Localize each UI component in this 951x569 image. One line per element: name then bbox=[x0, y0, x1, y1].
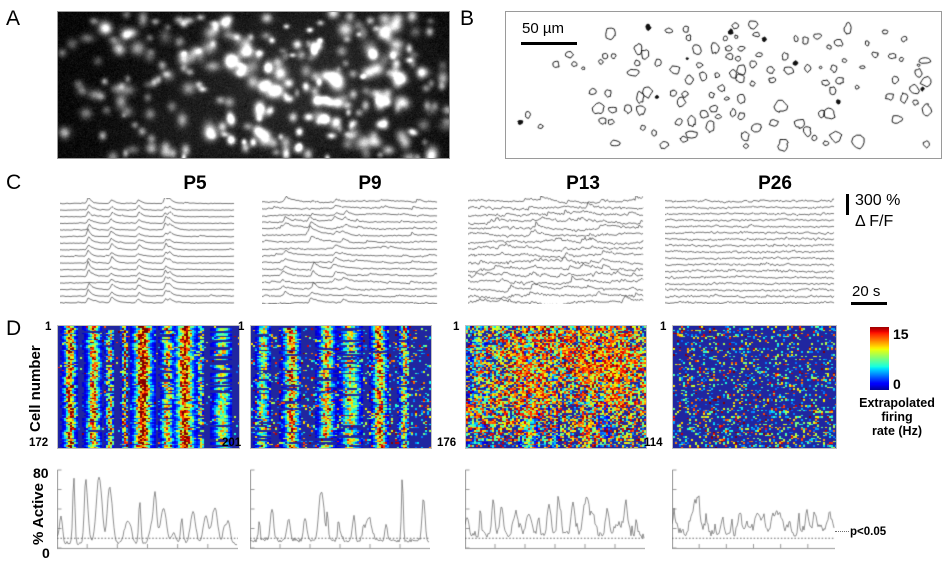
heatmap-p5 bbox=[57, 325, 240, 449]
cell-top-label-p13: 1 bbox=[453, 321, 460, 333]
panel-a-micrograph bbox=[57, 11, 450, 159]
percent-active-p9 bbox=[250, 466, 430, 558]
scalebar-label-50um: 50 µm bbox=[522, 20, 564, 37]
trace-block-p13 bbox=[468, 196, 644, 304]
threshold-line-extension bbox=[835, 531, 849, 532]
panel-letter-c: C bbox=[6, 171, 22, 194]
colorbar-max-label: 15 bbox=[893, 326, 909, 342]
colorbar-caption-line3: rate (Hz) bbox=[871, 424, 922, 438]
yaxis-min-0: 0 bbox=[42, 545, 50, 561]
panel-b-cell-map bbox=[505, 11, 942, 159]
percent-active-p13 bbox=[465, 466, 645, 558]
panel-letter-a: A bbox=[6, 7, 21, 30]
trace-block-p9 bbox=[262, 196, 438, 304]
colorbar-caption-line1: Extrapolated bbox=[859, 396, 935, 410]
colorbar-min-label: 0 bbox=[893, 376, 901, 392]
scalebar-line-50um bbox=[521, 42, 577, 45]
scalebar-label-df-over-f: Δ F/F bbox=[855, 213, 894, 230]
scalebar-line-dff bbox=[846, 194, 849, 215]
yaxis-max-80: 80 bbox=[33, 465, 49, 481]
heatmap-p9 bbox=[250, 325, 432, 449]
axis-label-percent-active: % Active bbox=[30, 483, 47, 545]
cell-top-label-p5: 1 bbox=[45, 321, 52, 333]
age-label-p13-traces: P13 bbox=[566, 173, 600, 194]
cell-bottom-label-p9: 201 bbox=[222, 437, 242, 449]
heatmap-p13 bbox=[465, 325, 647, 449]
panel-letter-b: B bbox=[460, 7, 475, 30]
heatmap-p26 bbox=[672, 325, 837, 449]
scalebar-line-20s bbox=[851, 302, 887, 305]
cell-bottom-label-p5: 172 bbox=[29, 437, 49, 449]
panel-letter-d: D bbox=[6, 317, 22, 340]
scalebar-label-20s: 20 s bbox=[852, 283, 881, 300]
threshold-label-pvalue: p<0.05 bbox=[850, 526, 887, 538]
trace-block-p26 bbox=[665, 196, 835, 304]
age-label-p26-traces: P26 bbox=[758, 173, 792, 194]
colorbar-gradient bbox=[870, 327, 889, 390]
cell-top-label-p26: 1 bbox=[660, 321, 667, 333]
colorbar-caption-line2: firing bbox=[881, 410, 913, 424]
cell-bottom-label-p13: 176 bbox=[437, 437, 457, 449]
age-label-p5-traces: P5 bbox=[183, 173, 207, 194]
trace-block-p5 bbox=[60, 198, 235, 304]
percent-active-p26 bbox=[672, 466, 835, 558]
percent-active-p5 bbox=[57, 466, 238, 558]
scalebar-label-300pct: 300 % bbox=[855, 192, 901, 209]
cell-top-label-p9: 1 bbox=[238, 321, 245, 333]
axis-label-cell-number: Cell number bbox=[27, 345, 44, 432]
age-label-p9-traces: P9 bbox=[358, 173, 382, 194]
cell-bottom-label-p26: 114 bbox=[644, 437, 663, 449]
